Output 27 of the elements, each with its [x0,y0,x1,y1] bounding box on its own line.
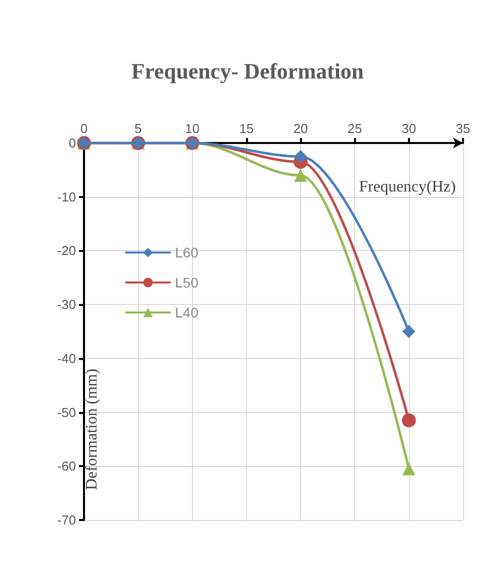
x-tick-label: 5 [134,121,142,136]
x-tick-label: 35 [456,121,470,136]
y-tick-label: -10 [57,189,76,204]
y-tick-label: -20 [57,243,76,258]
x-tick-label: 25 [347,121,362,136]
point [294,168,308,182]
y-tick-label: 0 [68,136,76,150]
point [402,325,416,338]
point [402,413,416,428]
x-tick-label: 30 [402,121,416,136]
legend-label: L60 [175,244,199,260]
point [402,462,416,476]
y-tick-label: -70 [57,512,76,528]
x-tick-label: 15 [239,121,254,136]
y-axis-title: Deformation (mm) [84,368,100,490]
legend-label: L40 [175,304,199,320]
y-tick-label: -40 [57,350,76,366]
point [294,150,308,163]
y-tick-label: -60 [57,458,76,474]
legend-label: L50 [175,274,199,290]
chart-title: Frequency- Deformation [131,58,364,84]
x-tick-label: 0 [80,121,88,136]
y-tick-label: -50 [57,404,76,420]
x-tick-label: 20 [293,121,308,136]
x-tick-label: 10 [185,121,200,136]
x-axis-title: Frequency(Hz) [359,178,456,196]
y-tick-label: -30 [57,297,76,312]
